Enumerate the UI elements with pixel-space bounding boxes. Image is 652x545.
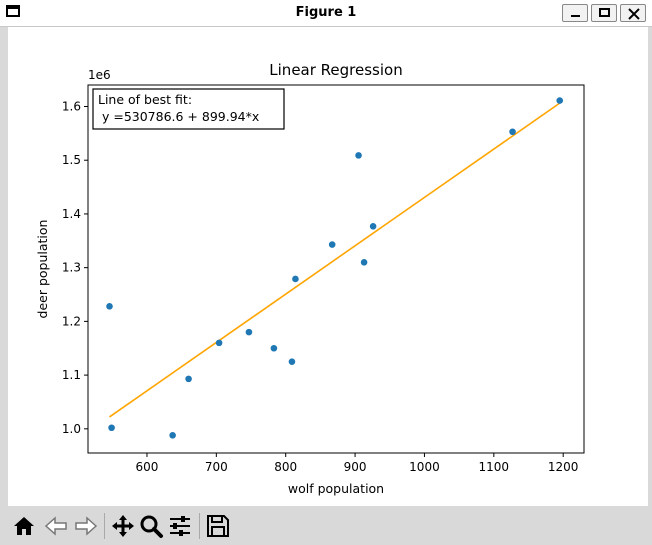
best-fit-line bbox=[109, 102, 561, 418]
data-point bbox=[106, 303, 113, 310]
figure-canvas[interactable]: 1.0 1.1 1.2 1.3 1.4 1.5 1.6 600 700 800 900 1000 11… bbox=[8, 27, 648, 506]
configure-subplots-icon bbox=[170, 516, 190, 536]
data-point bbox=[369, 222, 377, 230]
data-point bbox=[215, 339, 223, 347]
y-tick-label: 1.0 bbox=[62, 422, 81, 436]
navigation-toolbar bbox=[0, 507, 652, 545]
y-tick-label: 1.6 bbox=[62, 99, 81, 113]
back-icon bbox=[44, 516, 67, 536]
close-icon bbox=[628, 8, 640, 20]
x-tick-label: 1100 bbox=[479, 460, 510, 474]
save-icon bbox=[207, 515, 229, 537]
x-tick-label: 700 bbox=[205, 460, 228, 474]
legend-line-1: Line of best fit: bbox=[98, 92, 192, 107]
close-button[interactable] bbox=[620, 4, 646, 22]
maximize-button[interactable] bbox=[591, 4, 617, 22]
y-axis-label: deer population bbox=[35, 220, 50, 319]
x-axis-label: wolf population bbox=[288, 481, 384, 496]
fit-legend-box: Line of best fit: y =530786.6 + 899.94*x bbox=[92, 88, 285, 130]
y-tick-label: 1.4 bbox=[62, 207, 81, 221]
plot-area bbox=[87, 84, 585, 454]
x-tick-label: 1200 bbox=[548, 460, 579, 474]
window-icon bbox=[6, 5, 20, 17]
minimize-button[interactable] bbox=[562, 4, 588, 22]
y-tick-label: 1.5 bbox=[62, 153, 81, 167]
legend-frame bbox=[92, 88, 285, 130]
home-icon bbox=[14, 517, 34, 535]
forward-button[interactable] bbox=[73, 513, 99, 539]
data-point bbox=[292, 275, 299, 283]
chart-title: Linear Regression bbox=[269, 61, 402, 79]
title-bar[interactable]: Figure 1 bbox=[0, 0, 652, 27]
x-tick-label: 800 bbox=[274, 460, 297, 474]
y-offset-label: 1e6 bbox=[88, 68, 111, 82]
back-button[interactable] bbox=[43, 513, 69, 539]
toolbar-separator bbox=[104, 513, 105, 539]
data-point bbox=[509, 128, 516, 136]
scatter-chart: 1.0 1.1 1.2 1.3 1.4 1.5 1.6 600 700 800 900 1000 11… bbox=[35, 61, 585, 496]
data-point bbox=[108, 424, 115, 432]
pan-button[interactable] bbox=[110, 513, 136, 539]
data-point bbox=[360, 258, 368, 266]
x-tick-label: 900 bbox=[344, 460, 367, 474]
data-point bbox=[185, 375, 192, 383]
x-tick-label: 600 bbox=[136, 460, 159, 474]
data-point bbox=[328, 241, 336, 248]
window-title: Figure 1 bbox=[295, 5, 357, 20]
x-tick-label: 1000 bbox=[409, 460, 440, 474]
data-point bbox=[245, 328, 253, 336]
data-point bbox=[355, 152, 362, 159]
home-button[interactable] bbox=[11, 513, 37, 539]
configure-subplots-button[interactable] bbox=[167, 513, 193, 539]
data-point bbox=[169, 431, 176, 439]
legend-line-2: y =530786.6 + 899.94*x bbox=[98, 109, 259, 124]
toolbar-separator bbox=[199, 513, 200, 539]
zoom-icon bbox=[140, 515, 163, 538]
data-point bbox=[288, 358, 296, 365]
zoom-button[interactable] bbox=[138, 513, 164, 539]
pan-icon bbox=[112, 515, 134, 537]
data-point bbox=[556, 97, 564, 104]
y-tick-label: 1.2 bbox=[62, 314, 81, 328]
y-tick-label: 1.1 bbox=[62, 368, 81, 382]
data-point bbox=[270, 344, 278, 352]
forward-icon bbox=[75, 516, 98, 536]
save-button[interactable] bbox=[205, 513, 231, 539]
y-tick-label: 1.3 bbox=[62, 261, 81, 275]
